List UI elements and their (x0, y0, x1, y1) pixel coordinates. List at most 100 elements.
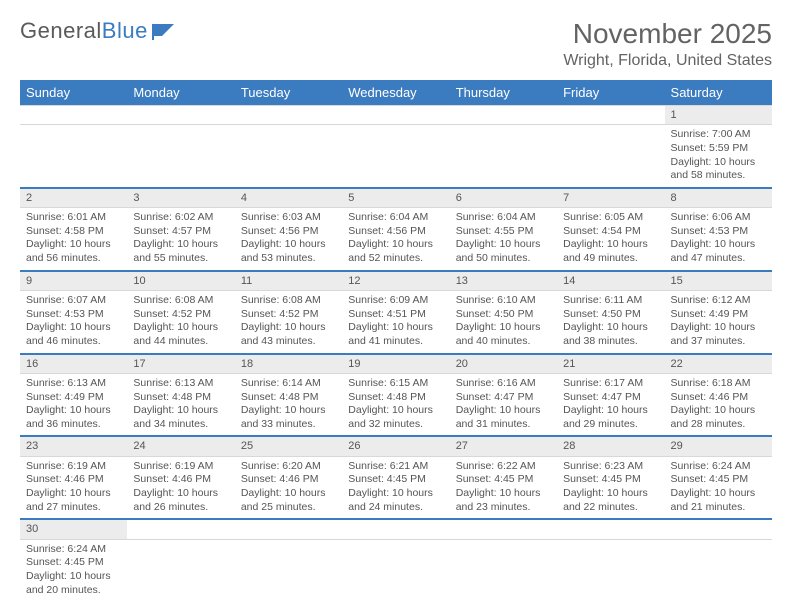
sunset-text: Sunset: 4:53 PM (671, 225, 766, 239)
day-cell (665, 539, 772, 601)
day-number: 13 (450, 271, 557, 291)
day-cell: Sunrise: 6:18 AMSunset: 4:46 PMDaylight:… (665, 373, 772, 436)
sunrise-text: Sunrise: 6:08 AM (241, 294, 336, 308)
header: GeneralBlue November 2025 Wright, Florid… (20, 18, 772, 70)
daylight-text: Daylight: 10 hours and 40 minutes. (456, 321, 551, 348)
day-cell: Sunrise: 6:19 AMSunset: 4:46 PMDaylight:… (127, 456, 234, 519)
day-number (342, 519, 449, 539)
sunset-text: Sunset: 4:54 PM (563, 225, 658, 239)
sunrise-text: Sunrise: 6:16 AM (456, 377, 551, 391)
sunrise-text: Sunrise: 6:03 AM (241, 211, 336, 225)
sunrise-text: Sunrise: 6:05 AM (563, 211, 658, 225)
daynum-row: 2345678 (20, 188, 772, 208)
logo-flag-icon (152, 22, 180, 40)
daylight-text: Daylight: 10 hours and 36 minutes. (26, 404, 121, 431)
sunrise-text: Sunrise: 6:01 AM (26, 211, 121, 225)
daynum-row: 23242526272829 (20, 436, 772, 456)
day-number: 4 (235, 188, 342, 208)
day-number: 26 (342, 436, 449, 456)
daylight-text: Daylight: 10 hours and 46 minutes. (26, 321, 121, 348)
day-cell: Sunrise: 6:08 AMSunset: 4:52 PMDaylight:… (127, 291, 234, 354)
content-row: Sunrise: 6:13 AMSunset: 4:49 PMDaylight:… (20, 373, 772, 436)
day-cell: Sunrise: 6:24 AMSunset: 4:45 PMDaylight:… (665, 456, 772, 519)
month-title: November 2025 (563, 18, 772, 50)
sunrise-text: Sunrise: 6:14 AM (241, 377, 336, 391)
daylight-text: Daylight: 10 hours and 58 minutes. (671, 156, 766, 183)
day-header: Thursday (450, 80, 557, 106)
sunset-text: Sunset: 4:46 PM (671, 391, 766, 405)
day-cell: Sunrise: 6:11 AMSunset: 4:50 PMDaylight:… (557, 291, 664, 354)
day-cell: Sunrise: 6:19 AMSunset: 4:46 PMDaylight:… (20, 456, 127, 519)
day-number: 10 (127, 271, 234, 291)
daylight-text: Daylight: 10 hours and 26 minutes. (133, 487, 228, 514)
content-row: Sunrise: 6:07 AMSunset: 4:53 PMDaylight:… (20, 291, 772, 354)
sunset-text: Sunset: 4:52 PM (241, 308, 336, 322)
daylight-text: Daylight: 10 hours and 55 minutes. (133, 238, 228, 265)
logo-text-1: General (20, 18, 102, 44)
daylight-text: Daylight: 10 hours and 21 minutes. (671, 487, 766, 514)
day-header: Monday (127, 80, 234, 106)
day-cell: Sunrise: 6:05 AMSunset: 4:54 PMDaylight:… (557, 208, 664, 271)
day-cell (450, 125, 557, 188)
daylight-text: Daylight: 10 hours and 50 minutes. (456, 238, 551, 265)
day-header: Sunday (20, 80, 127, 106)
sunrise-text: Sunrise: 6:21 AM (348, 460, 443, 474)
day-cell: Sunrise: 7:00 AMSunset: 5:59 PMDaylight:… (665, 125, 772, 188)
day-cell (127, 125, 234, 188)
sunset-text: Sunset: 4:49 PM (26, 391, 121, 405)
day-number: 2 (20, 188, 127, 208)
daylight-text: Daylight: 10 hours and 34 minutes. (133, 404, 228, 431)
day-cell: Sunrise: 6:22 AMSunset: 4:45 PMDaylight:… (450, 456, 557, 519)
day-number: 24 (127, 436, 234, 456)
day-number: 6 (450, 188, 557, 208)
content-row: Sunrise: 6:19 AMSunset: 4:46 PMDaylight:… (20, 456, 772, 519)
day-cell: Sunrise: 6:13 AMSunset: 4:49 PMDaylight:… (20, 373, 127, 436)
day-number (20, 106, 127, 125)
logo: GeneralBlue (20, 18, 180, 44)
day-header: Saturday (665, 80, 772, 106)
day-cell: Sunrise: 6:21 AMSunset: 4:45 PMDaylight:… (342, 456, 449, 519)
day-number: 17 (127, 354, 234, 374)
day-cell: Sunrise: 6:12 AMSunset: 4:49 PMDaylight:… (665, 291, 772, 354)
daylight-text: Daylight: 10 hours and 49 minutes. (563, 238, 658, 265)
sunrise-text: Sunrise: 6:04 AM (456, 211, 551, 225)
sunrise-text: Sunrise: 6:13 AM (133, 377, 228, 391)
sunset-text: Sunset: 4:57 PM (133, 225, 228, 239)
sunset-text: Sunset: 4:48 PM (241, 391, 336, 405)
sunset-text: Sunset: 4:53 PM (26, 308, 121, 322)
day-number: 1 (665, 106, 772, 125)
sunrise-text: Sunrise: 6:19 AM (133, 460, 228, 474)
day-number (342, 106, 449, 125)
day-cell: Sunrise: 6:14 AMSunset: 4:48 PMDaylight:… (235, 373, 342, 436)
daylight-text: Daylight: 10 hours and 31 minutes. (456, 404, 551, 431)
daylight-text: Daylight: 10 hours and 43 minutes. (241, 321, 336, 348)
day-number (665, 519, 772, 539)
sunrise-text: Sunrise: 6:19 AM (26, 460, 121, 474)
day-cell: Sunrise: 6:09 AMSunset: 4:51 PMDaylight:… (342, 291, 449, 354)
content-row: Sunrise: 7:00 AMSunset: 5:59 PMDaylight:… (20, 125, 772, 188)
day-header: Tuesday (235, 80, 342, 106)
day-number: 11 (235, 271, 342, 291)
sunset-text: Sunset: 4:45 PM (671, 473, 766, 487)
day-number: 14 (557, 271, 664, 291)
sunrise-text: Sunrise: 6:10 AM (456, 294, 551, 308)
sunset-text: Sunset: 5:59 PM (671, 142, 766, 156)
day-number: 22 (665, 354, 772, 374)
day-number (235, 519, 342, 539)
sunset-text: Sunset: 4:46 PM (133, 473, 228, 487)
sunrise-text: Sunrise: 6:17 AM (563, 377, 658, 391)
sunset-text: Sunset: 4:45 PM (348, 473, 443, 487)
day-cell (235, 539, 342, 601)
sunset-text: Sunset: 4:46 PM (241, 473, 336, 487)
day-number: 3 (127, 188, 234, 208)
daylight-text: Daylight: 10 hours and 44 minutes. (133, 321, 228, 348)
title-block: November 2025 Wright, Florida, United St… (563, 18, 772, 70)
sunset-text: Sunset: 4:55 PM (456, 225, 551, 239)
sunset-text: Sunset: 4:56 PM (348, 225, 443, 239)
daylight-text: Daylight: 10 hours and 47 minutes. (671, 238, 766, 265)
day-number (127, 106, 234, 125)
day-cell: Sunrise: 6:10 AMSunset: 4:50 PMDaylight:… (450, 291, 557, 354)
sunrise-text: Sunrise: 6:24 AM (26, 543, 121, 557)
daylight-text: Daylight: 10 hours and 52 minutes. (348, 238, 443, 265)
day-cell: Sunrise: 6:04 AMSunset: 4:56 PMDaylight:… (342, 208, 449, 271)
